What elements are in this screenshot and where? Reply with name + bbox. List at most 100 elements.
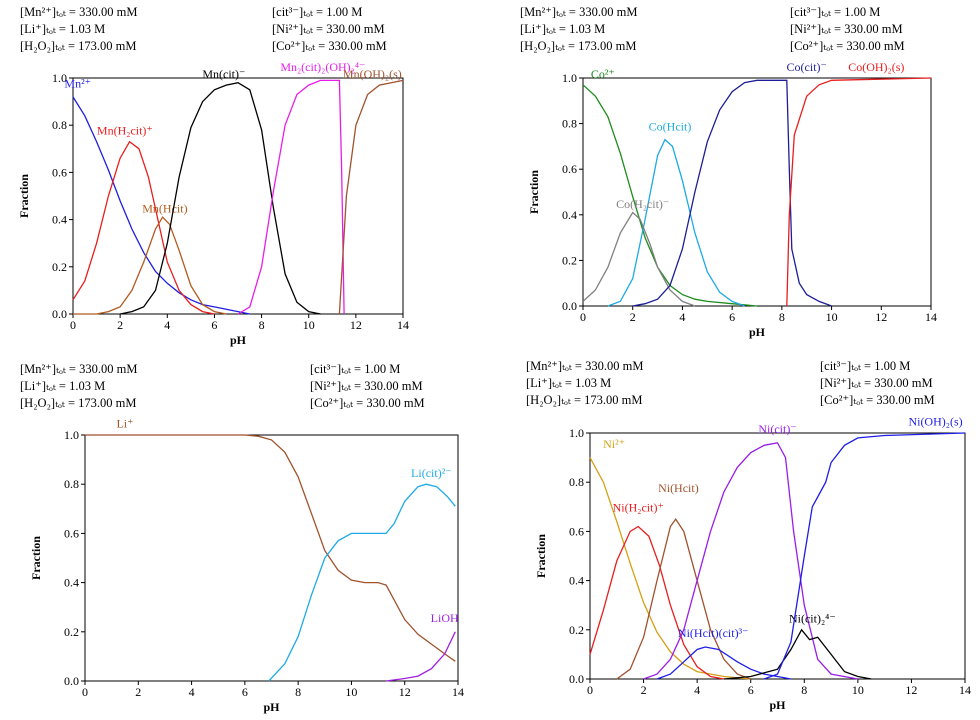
x-tick-label: 8 — [801, 683, 807, 697]
series-label-li-cit-2: Li(cit)²⁻ — [411, 466, 452, 480]
series-label-mn-oh-2-s: Mn(OH)₂(s) — [343, 67, 402, 81]
series-label-lioh: LiOH — [431, 611, 459, 625]
x-tick-label: 0 — [70, 318, 76, 332]
y-axis-label: Fraction — [534, 534, 548, 578]
series-label-co2: Co²⁺ — [591, 67, 615, 81]
cond-co: [Co²⁺]ₜₒₜ = 330.00 mM — [310, 396, 425, 410]
y-tick-label: 0.8 — [52, 118, 67, 132]
x-axis-label: pH — [230, 333, 247, 347]
y-tick-label: 0.0 — [569, 672, 584, 686]
x-tick-label: 12 — [905, 683, 917, 697]
series-line-ni-h2cit — [589, 525, 725, 680]
series-label-ni-oh-2-s: Ni(OH)₂(s) — [908, 415, 962, 429]
series-line-li — [85, 434, 456, 662]
series-line-mn-cit — [119, 82, 321, 315]
x-tick-label: 10 — [826, 310, 838, 324]
y-tick-label: 0.4 — [562, 208, 577, 222]
y-axis-label: Fraction — [29, 536, 43, 580]
x-tick-label: 8 — [295, 685, 301, 699]
plot-frame — [582, 77, 932, 307]
x-tick-label: 10 — [345, 685, 357, 699]
y-axis-label: Fraction — [17, 174, 31, 218]
x-tick-label: 4 — [694, 683, 700, 697]
series-label-ni-cit: Ni(cit)⁻ — [758, 422, 796, 436]
chart-ni: 0 2 4 6 8 10 12 14 0.0 0.2 0.4 0.6 0.8 1.0 pH Fraction N… — [534, 415, 971, 712]
x-tick-label: 2 — [630, 310, 636, 324]
cond-ni: [Ni²⁺]ₜₒₜ = 330.00 mM — [310, 379, 423, 393]
cond-ni: [Ni²⁺]ₜₒₜ = 330.00 mM — [820, 376, 933, 390]
y-tick-label: 0.6 — [562, 162, 577, 176]
panel-mn-conditions: [Mn²⁺]ₜₒₜ = 330.00 mM [Li⁺]ₜₒₜ = 1.03 M … — [20, 5, 387, 53]
series-label-mn-cit: Mn(cit)⁻ — [202, 67, 245, 81]
cond-co: [Co²⁺]ₜₒₜ = 330.00 mM — [272, 39, 387, 53]
panel-ni-conditions: [Mn²⁺]ₜₒₜ = 330.00 mM [Li⁺]ₜₒₜ = 1.03 M … — [526, 359, 935, 407]
y-tick-label: 1.0 — [562, 71, 577, 85]
series-line-mn-oh-2-s — [338, 79, 404, 315]
chart-li: 0 2 4 6 8 10 12 14 0.0 0.2 0.4 0.6 0.8 1.0 pH Fraction L… — [29, 417, 464, 714]
series-line-co-h2cit — [582, 211, 696, 307]
cond-li: [Li⁺]ₜₒₜ = 1.03 M — [20, 22, 105, 36]
cond-li: [Li⁺]ₜₒₜ = 1.03 M — [526, 376, 611, 390]
y-tick-label: 0.6 — [64, 526, 79, 540]
x-tick-label: 4 — [679, 310, 685, 324]
y-tick-label: 0.4 — [569, 574, 584, 588]
series-label-mn2-cit-2-oh-24: Mn₂(cit)₂(OH)₂⁴⁻ — [280, 60, 365, 74]
x-axis-label: pH — [263, 700, 280, 714]
x-tick-label: 6 — [748, 683, 754, 697]
cond-mn: [Mn²⁺]ₜₒₜ = 330.00 mM — [520, 5, 637, 19]
y-tick-label: 0.4 — [64, 576, 79, 590]
y-tick-label: 0.8 — [562, 117, 577, 131]
series-line-mn2-cit-2-oh-24 — [237, 79, 345, 315]
series-line-ni-hcit-cit-3 — [656, 646, 792, 680]
series-label-co-h2cit: Co(H₂cit)⁻ — [616, 197, 669, 211]
series-line-mn2 — [72, 96, 250, 315]
series-line-co-oh-2-s — [786, 77, 932, 307]
series-label-co-oh-2-s: Co(OH)₂(s) — [848, 60, 904, 74]
cond-li: [Li⁺]ₜₒₜ = 1.03 M — [520, 22, 605, 36]
x-tick-label: 8 — [259, 318, 265, 332]
cond-mn: [Mn²⁺]ₜₒₜ = 330.00 mM — [20, 362, 137, 376]
y-tick-label: 1.0 — [64, 428, 79, 442]
x-tick-label: 10 — [303, 318, 315, 332]
y-tick-label: 0.2 — [562, 253, 577, 267]
x-tick-label: 14 — [959, 683, 971, 697]
series-line-co-hcit — [607, 138, 745, 307]
cond-cit: [cit³⁻]ₜₒₜ = 1.00 M — [790, 5, 880, 19]
cond-cit: [cit³⁻]ₜₒₜ = 1.00 M — [820, 359, 910, 373]
series-line-mn-hcit — [73, 216, 227, 315]
cond-h2o2: [H₂O₂]ₜₒₜ = 173.00 mM — [526, 393, 643, 407]
x-tick-label: 12 — [875, 310, 887, 324]
series-line-ni-cit-24 — [723, 628, 872, 680]
series-label-li: Li⁺ — [116, 417, 133, 431]
x-tick-label: 14 — [397, 318, 409, 332]
series-line-co2 — [582, 84, 758, 307]
plot-frame — [589, 432, 966, 680]
cond-h2o2: [H₂O₂]ₜₒₜ = 173.00 mM — [20, 39, 137, 53]
series-line-li-cit-2 — [268, 483, 456, 682]
cond-co: [Co²⁺]ₜₒₜ = 330.00 mM — [790, 39, 905, 53]
y-tick-label: 0.2 — [52, 260, 67, 274]
series-label-ni-h2cit: Ni(H₂cit)⁺ — [613, 501, 664, 515]
x-tick-label: 0 — [587, 683, 593, 697]
series-line-ni-hcit — [616, 517, 751, 680]
series-label-co-cit: Co(cit)⁻ — [787, 60, 827, 74]
panel-co-conditions: [Mn²⁺]ₜₒₜ = 330.00 mM [Li⁺]ₜₒₜ = 1.03 M … — [520, 5, 905, 53]
x-tick-label: 6 — [211, 318, 217, 332]
y-tick-label: 0.8 — [64, 477, 79, 491]
chart-mn: 0 2 4 6 8 10 12 14 0.0 0.2 0.4 0.6 0.8 1.0 pH Fraction M… — [17, 60, 409, 347]
cond-cit: [cit³⁻]ₜₒₜ = 1.00 M — [310, 362, 400, 376]
y-tick-label: 0.6 — [52, 165, 67, 179]
cond-ni: [Ni²⁺]ₜₒₜ = 330.00 mM — [790, 22, 903, 36]
series-label-ni-cit-24: Ni(cit)₂⁴⁻ — [789, 611, 836, 625]
panel-li-conditions: [Mn²⁺]ₜₒₜ = 330.00 mM [Li⁺]ₜₒₜ = 1.03 M … — [20, 362, 425, 410]
cond-co: [Co²⁺]ₜₒₜ = 330.00 mM — [820, 393, 935, 407]
series-label-ni-hcit: Ni(Hcit) — [658, 481, 699, 495]
series-label-co-hcit: Co(Hcit) — [649, 119, 692, 133]
x-tick-label: 2 — [135, 685, 141, 699]
y-tick-label: 1.0 — [569, 426, 584, 440]
x-tick-label: 0 — [82, 685, 88, 699]
x-tick-label: 12 — [399, 685, 411, 699]
series-label-ni2: Ni²⁺ — [603, 437, 625, 451]
x-tick-label: 0 — [580, 310, 586, 324]
